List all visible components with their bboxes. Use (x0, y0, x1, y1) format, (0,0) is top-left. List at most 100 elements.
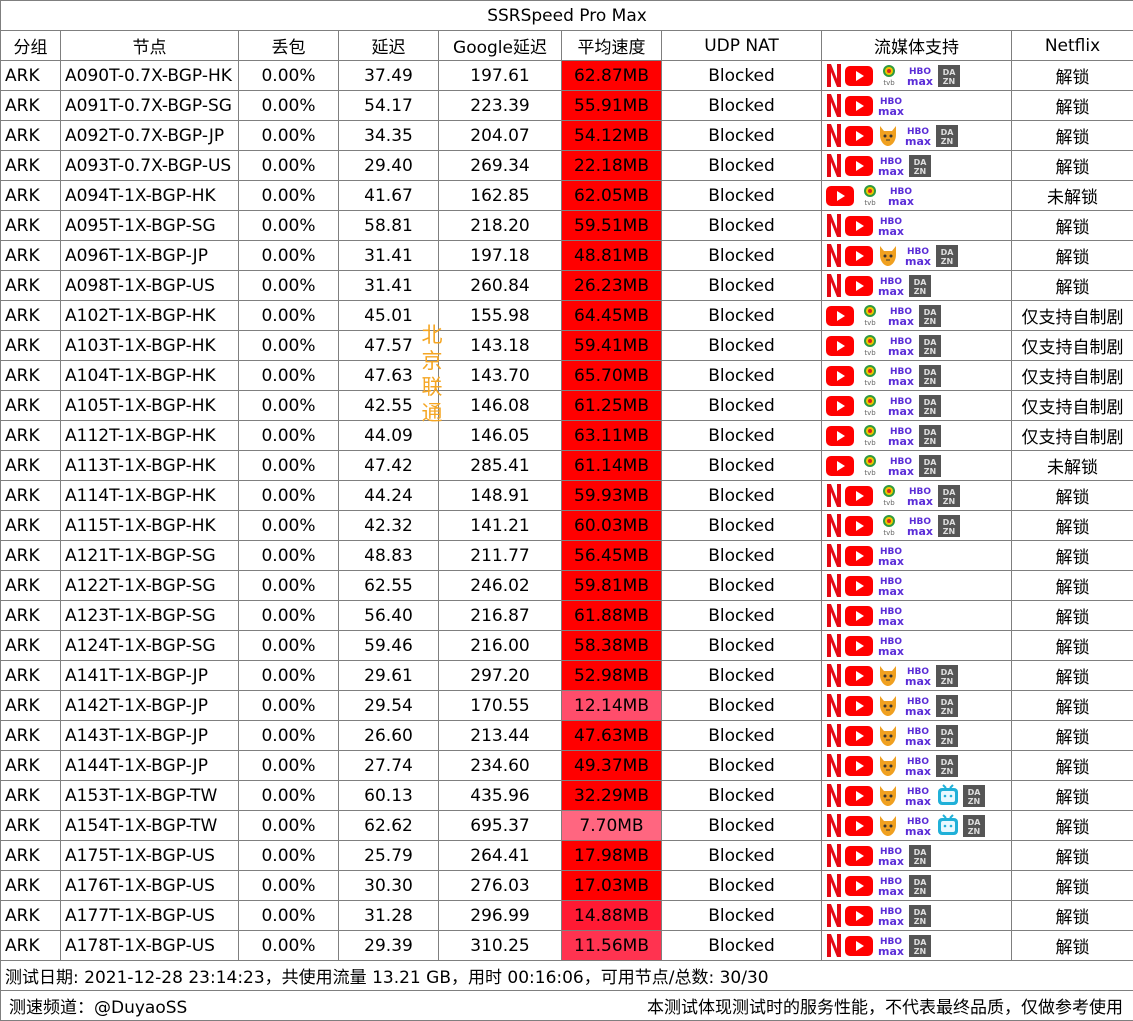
latency-cell: 62.62 (339, 811, 439, 841)
netflix-cell: 仅支持自制剧 (1012, 361, 1133, 391)
speed-cell: 59.51MB (562, 211, 662, 241)
group-cell: ARK (1, 451, 61, 481)
google-latency-cell: 285.41 (439, 451, 562, 481)
netflix-cell: 解锁 (1012, 661, 1133, 691)
udp-nat-cell: Blocked (662, 301, 822, 331)
header-row: 分组 节点 丢包 延迟 Google延迟 平均速度 UDP NAT 流媒体支持 … (1, 31, 1133, 61)
google-latency-cell: 216.87 (439, 601, 562, 631)
tvb-icon: tvb (857, 183, 883, 208)
svg-text:max: max (878, 885, 904, 898)
svg-text:DA: DA (968, 788, 982, 797)
loss-cell: 0.00% (239, 271, 339, 301)
svg-text:DA: DA (924, 428, 938, 437)
svg-text:ZN: ZN (914, 857, 927, 866)
udp-nat-cell: Blocked (662, 631, 822, 661)
svg-text:max: max (878, 915, 904, 928)
node-cell: A121T-1X-BGP-SG (61, 541, 239, 571)
loss-cell: 0.00% (239, 781, 339, 811)
svg-text:DA: DA (941, 668, 955, 677)
group-cell: ARK (1, 661, 61, 691)
svg-text:max: max (878, 645, 904, 658)
node-cell: A112T-1X-BGP-HK (61, 421, 239, 451)
svg-text:DA: DA (924, 368, 938, 377)
youtube-icon (826, 426, 854, 446)
node-cell: A096T-1X-BGP-JP (61, 241, 239, 271)
netflix-icon (826, 573, 842, 598)
node-cell: A124T-1X-BGP-SG (61, 631, 239, 661)
google-latency-cell: 211.77 (439, 541, 562, 571)
netflix-icon (826, 153, 842, 178)
group-cell: ARK (1, 721, 61, 751)
svg-text:max: max (878, 225, 904, 238)
svg-text:tvb: tvb (883, 499, 895, 507)
speed-cell: 61.25MB (562, 391, 662, 421)
speed-cell: 56.45MB (562, 541, 662, 571)
udp-nat-cell: Blocked (662, 91, 822, 121)
google-latency-cell: 264.41 (439, 841, 562, 871)
youtube-icon (845, 246, 873, 266)
loss-cell: 0.00% (239, 511, 339, 541)
svg-text:ZN: ZN (924, 407, 937, 416)
udp-nat-cell: Blocked (662, 901, 822, 931)
google-latency-cell: 310.25 (439, 931, 562, 961)
google-latency-cell: 170.55 (439, 691, 562, 721)
svg-text:tvb: tvb (883, 79, 895, 87)
tvb-icon: tvb (857, 423, 883, 448)
latency-cell: 59.46 (339, 631, 439, 661)
udp-nat-cell: Blocked (662, 871, 822, 901)
svg-text:max: max (878, 555, 904, 568)
footer-bar: 测速频道：@DuyaoSS 本测试体现测试时的服务性能，不代表最终品质，仅做参考… (1, 991, 1133, 1021)
node-cell: A177T-1X-BGP-US (61, 901, 239, 931)
netflix-icon (826, 813, 842, 838)
svg-text:max: max (905, 765, 931, 778)
svg-text:ZN: ZN (924, 377, 937, 386)
svg-text:DA: DA (941, 728, 955, 737)
netflix-cell: 解锁 (1012, 751, 1133, 781)
svg-text:DA: DA (914, 938, 928, 947)
udp-nat-cell: Blocked (662, 541, 822, 571)
node-cell: A098T-1X-BGP-US (61, 271, 239, 301)
svg-text:max: max (878, 855, 904, 868)
netflix-cell: 未解锁 (1012, 181, 1133, 211)
node-cell: A143T-1X-BGP-JP (61, 721, 239, 751)
udp-nat-cell: Blocked (662, 781, 822, 811)
udp-nat-cell: Blocked (662, 751, 822, 781)
youtube-icon (845, 96, 873, 116)
tvb-icon: tvb (876, 513, 902, 538)
svg-text:max: max (878, 615, 904, 628)
speed-cell: 32.29MB (562, 781, 662, 811)
youtube-icon (845, 936, 873, 956)
header-latency: 延迟 (339, 31, 439, 61)
netflix-icon (826, 693, 842, 718)
speed-cell: 63.11MB (562, 421, 662, 451)
group-cell: ARK (1, 121, 61, 151)
udp-nat-cell: Blocked (662, 331, 822, 361)
latency-cell: 41.67 (339, 181, 439, 211)
speed-cell: 54.12MB (562, 121, 662, 151)
svg-text:ZN: ZN (924, 467, 937, 476)
svg-text:max: max (905, 675, 931, 688)
